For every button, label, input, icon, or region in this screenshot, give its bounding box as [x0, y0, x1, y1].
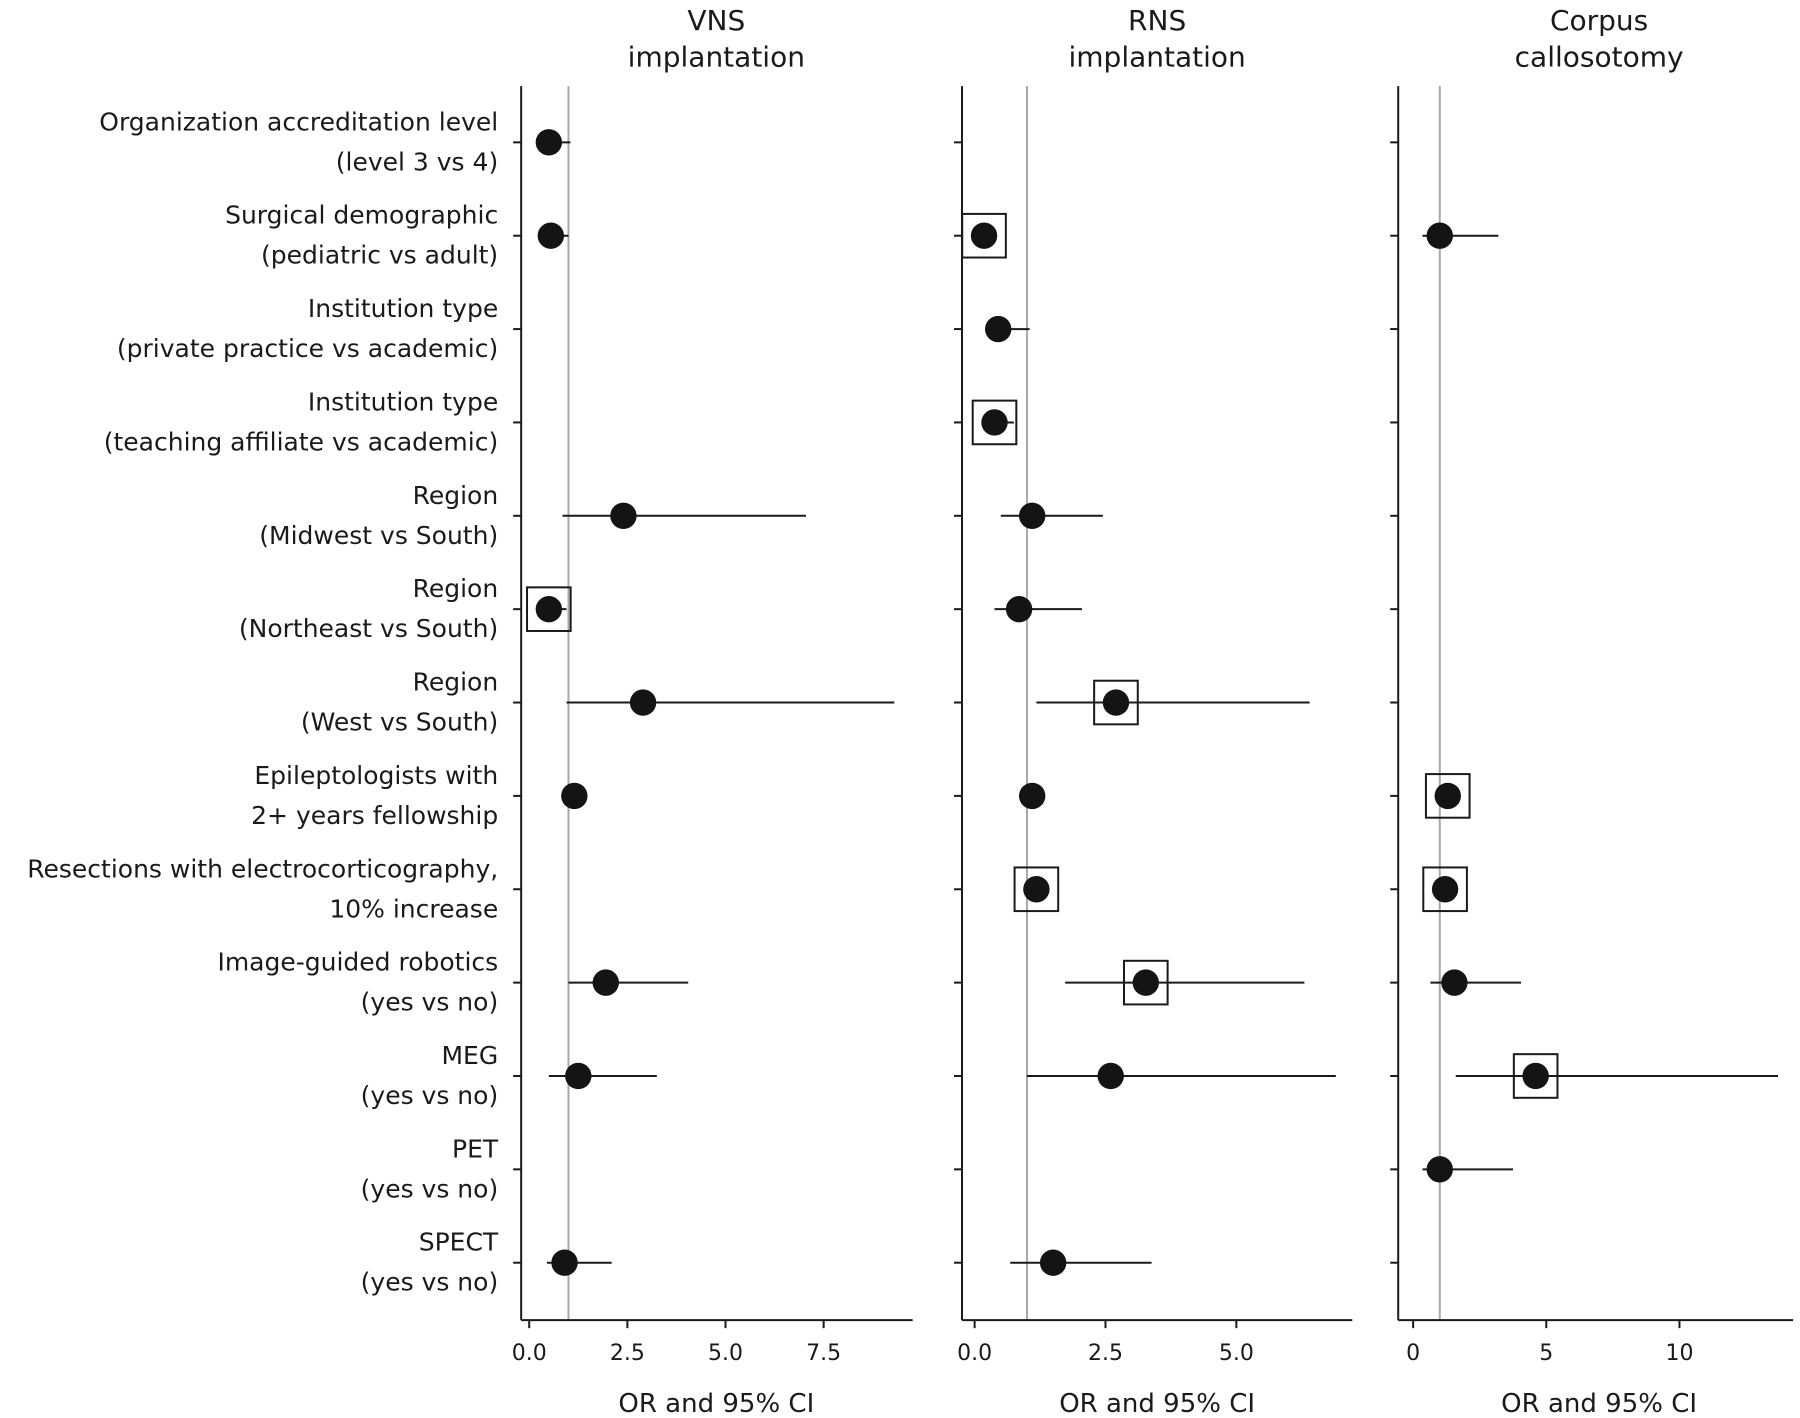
x-tick-label: 5.0: [1219, 1341, 1254, 1366]
or-point: [1018, 502, 1046, 530]
or-point: [551, 1249, 578, 1276]
row-label-main: SPECT: [419, 1228, 499, 1257]
x-tick-label: 5: [1539, 1341, 1553, 1366]
row-label-sub: (yes vs no): [361, 988, 499, 1017]
or-point: [984, 315, 1012, 343]
or-point: [970, 222, 998, 249]
significance-box: [1122, 959, 1169, 1006]
or-point: [592, 969, 619, 996]
or-point: [561, 782, 588, 810]
row-label-main: Epileptologists with: [254, 761, 498, 790]
panel-title: Corpus: [1550, 4, 1648, 37]
or-point: [1039, 1249, 1067, 1276]
significance-box: [1512, 1053, 1559, 1099]
row-label-main: Region: [413, 668, 499, 697]
row-label-sub: (Northeast vs South): [239, 614, 498, 643]
row-label-sub: (Midwest vs South): [259, 521, 498, 550]
row-label-sub: (yes vs no): [361, 1081, 499, 1110]
panel-title: RNS: [1128, 4, 1186, 37]
x-tick-label: 2.5: [1088, 1341, 1123, 1366]
or-point: [629, 689, 657, 716]
row-label-sub: (pediatric vs adult): [261, 241, 498, 270]
row-label-main: Region: [413, 481, 499, 510]
or-point: [1005, 595, 1033, 623]
or-point: [1018, 782, 1046, 810]
or-point: [565, 1062, 592, 1090]
or-point: [537, 222, 565, 249]
significance-box: [526, 586, 572, 632]
x-axis-label: OR and 95% CI: [1501, 1389, 1697, 1418]
significance-box: [1093, 679, 1139, 726]
panel-title: implantation: [1068, 41, 1245, 74]
x-axis-label: OR and 95% CI: [618, 1389, 814, 1418]
significance-box: [1013, 866, 1060, 913]
row-label-main: Region: [413, 574, 499, 603]
x-tick-label: 7.5: [806, 1341, 841, 1366]
x-tick-label: 10: [1665, 1341, 1693, 1366]
or-point: [535, 129, 563, 156]
or-point: [1426, 222, 1453, 249]
x-tick-label: 5.0: [708, 1341, 743, 1366]
row-label-main: Resections with electrocorticography,: [27, 854, 498, 883]
or-point: [1132, 969, 1159, 996]
row-label-main: MEG: [441, 1041, 498, 1070]
row-label-sub: (private practice vs academic): [117, 334, 498, 363]
row-label-sub: (level 3 vs 4): [336, 147, 498, 176]
panel-title: VNS: [687, 4, 745, 37]
or-point: [610, 502, 637, 530]
or-point: [1431, 876, 1459, 903]
row-label-main: Image-guided robotics: [217, 948, 498, 977]
x-tick-label: 2.5: [610, 1341, 645, 1366]
row-label-sub: (yes vs no): [361, 1268, 499, 1297]
or-point: [1426, 1156, 1453, 1183]
x-tick-label: 0.0: [957, 1341, 992, 1366]
x-tick-label: 0: [1406, 1341, 1420, 1366]
or-point: [1522, 1062, 1549, 1090]
or-point: [1097, 1062, 1124, 1090]
x-axis-label: OR and 95% CI: [1059, 1389, 1255, 1418]
significance-box: [1424, 773, 1471, 819]
row-label-main: Institution type: [308, 387, 498, 416]
panel-title: implantation: [628, 41, 805, 74]
or-point: [1102, 689, 1130, 716]
row-label-sub: (West vs South): [301, 708, 498, 737]
row-label-main: Surgical demographic: [225, 201, 498, 230]
x-tick-label: 0.0: [512, 1341, 547, 1366]
row-label-sub: 10% increase: [329, 894, 498, 923]
row-label-main: Organization accreditation level: [99, 107, 498, 136]
row-label-main: PET: [452, 1134, 499, 1163]
row-label-sub: 2+ years fellowship: [251, 801, 498, 830]
or-point: [1434, 782, 1461, 810]
significance-box: [1422, 866, 1468, 913]
panel-title: callosotomy: [1515, 41, 1684, 74]
or-point: [1023, 876, 1050, 903]
row-label-main: Institution type: [308, 294, 498, 323]
or-point: [1441, 969, 1468, 996]
significance-box: [961, 212, 1007, 259]
row-label-sub: (teaching affiliate vs academic): [104, 427, 498, 456]
or-point: [981, 409, 1008, 436]
row-label-sub: (yes vs no): [361, 1174, 499, 1203]
significance-box: [971, 399, 1018, 446]
or-point: [535, 595, 563, 623]
